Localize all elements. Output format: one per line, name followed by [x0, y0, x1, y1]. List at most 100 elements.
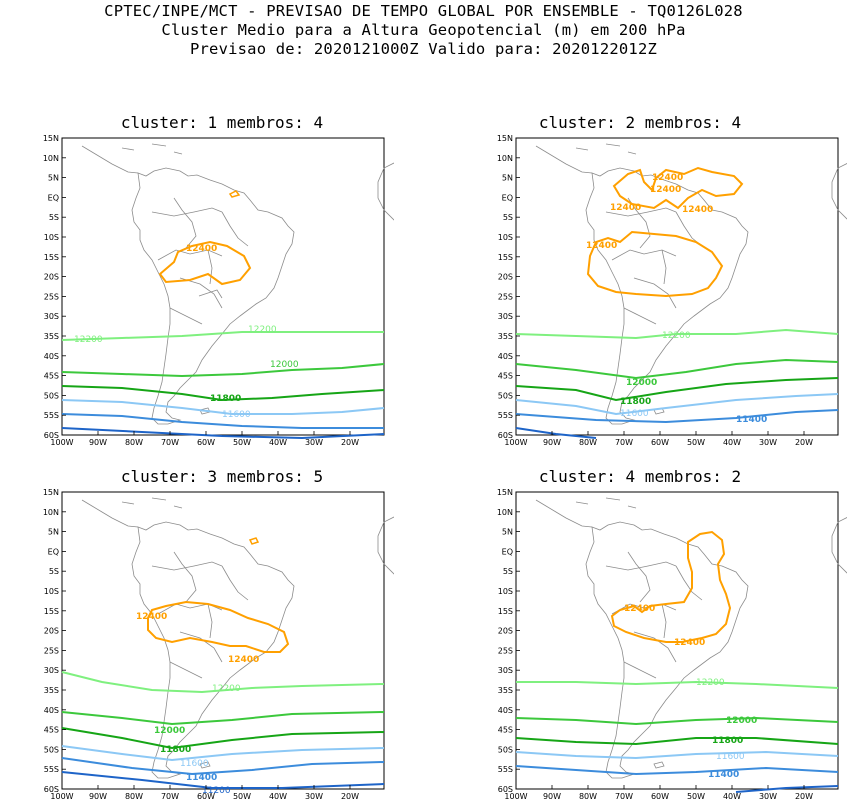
contour-12000: [515, 358, 839, 380]
lat-tick-label: 5N: [502, 174, 513, 183]
lat-axis: 15N 10N 5N EQ 5S 10S 15S 20S 25S 30S 35S 40S 45S 50S 5…: [497, 134, 520, 440]
lat-tick-label: 15N: [43, 134, 59, 143]
contour-11200: [61, 427, 385, 440]
contour-12200: [516, 680, 839, 689]
lon-tick-label: 70W: [615, 792, 633, 801]
label-11800: 11800: [160, 745, 191, 755]
lat-tick-label: 30S: [498, 312, 513, 321]
label-12000: 12000: [726, 716, 757, 726]
contour-12400: [158, 240, 252, 286]
lon-tick-label: 80W: [579, 438, 597, 447]
contour-11800: [515, 377, 839, 402]
label-11800: 11800: [620, 397, 651, 407]
label-12400-a: 12400: [652, 173, 683, 183]
header-line-3: Previsao de: 2020121000Z Valido para: 20…: [189, 40, 658, 58]
lat-tick-label: 20S: [44, 627, 59, 636]
lon-tick-label: 60W: [651, 438, 669, 447]
lon-tick-label: 60W: [197, 792, 215, 801]
panel-2-title: cluster: 2 membros: 4: [538, 113, 742, 132]
lat-axis: 15N 10N 5N EQ 5S 10S 15S 20S 25S 30S 35S 40S 45S 50S 5…: [497, 488, 520, 794]
lat-tick-label: 45S: [44, 726, 59, 735]
label-12400-a: 12400: [624, 604, 655, 614]
lat-tick-label: 45S: [44, 372, 59, 381]
lat-tick-label: 5S: [503, 213, 513, 222]
label-12000: 12000: [270, 360, 299, 370]
lat-tick-label: 10S: [44, 233, 59, 242]
lat-tick-label: 15N: [43, 488, 59, 497]
lat-tick-label: 35S: [44, 686, 59, 695]
panel-3-title: cluster: 3 membros: 5: [120, 467, 324, 486]
contour-11800: [61, 385, 385, 402]
contour-12200: [61, 331, 384, 341]
label-12400-e: 12400: [586, 241, 617, 251]
lat-tick-label: 25S: [44, 646, 59, 655]
contour-11200: [61, 771, 385, 789]
map-frame: [61, 137, 385, 436]
lat-tick-label: 50S: [44, 745, 59, 754]
label-12000: 12000: [626, 378, 657, 388]
label-12400-b: 12400: [228, 655, 259, 665]
lon-axis: 100W 90W 80W 70W 60W 50W 40W 30W 20W: [504, 431, 813, 447]
lat-tick-label: 55S: [44, 411, 59, 420]
lon-tick-label: 50W: [687, 438, 705, 447]
lat-tick-label: 5N: [48, 528, 59, 537]
contour-11400: [515, 765, 839, 776]
lon-tick-label: 50W: [233, 438, 251, 447]
lon-tick-label: 40W: [269, 438, 287, 447]
panel-4-map: 12400 12400 12200 12000 11800 11600 1140…: [497, 488, 847, 801]
lon-tick-label: 80W: [125, 792, 143, 801]
lat-tick-label: 10N: [43, 154, 59, 163]
lon-tick-label: 90W: [543, 438, 561, 447]
lon-tick-label: 80W: [579, 792, 597, 801]
lon-axis: 100W 90W 80W 70W 60W 50W 40W 30W 20W: [504, 785, 813, 801]
lat-tick-label: 55S: [498, 411, 513, 420]
map-frame: [515, 137, 839, 436]
lon-tick-label: 100W: [504, 438, 527, 447]
lon-axis: 100W 90W 80W 70W 60W 50W 40W 30W 20W: [50, 785, 359, 801]
label-11600: 11600: [620, 409, 649, 419]
lat-tick-label: 40S: [498, 352, 513, 361]
lon-tick-label: 90W: [543, 792, 561, 801]
label-11400: 11400: [708, 770, 739, 780]
label-12400-d: 12400: [682, 205, 713, 215]
contour-12400: [147, 600, 290, 653]
lat-tick-label: 5S: [49, 213, 59, 222]
lat-tick-label: 15N: [497, 134, 513, 143]
lat-tick-label: EQ: [48, 193, 59, 202]
label-12400-c: 12400: [610, 203, 641, 213]
label-11400: 11400: [186, 773, 217, 783]
label-11200: 11200: [202, 786, 231, 796]
contour-11400: [61, 757, 385, 776]
label-11600: 11600: [180, 759, 209, 769]
label-11400: 11400: [736, 415, 767, 425]
header-line-2: Cluster Medio para a Altura Geopotencial…: [161, 21, 686, 39]
label-11600: 11600: [716, 752, 745, 762]
contour-12400-north: [612, 166, 744, 210]
lon-tick-label: 30W: [305, 792, 323, 801]
lat-tick-label: 5S: [49, 567, 59, 576]
label-11800: 11800: [210, 394, 241, 404]
lon-tick-label: 40W: [723, 438, 741, 447]
contour-11600: [515, 750, 839, 760]
lat-tick-label: 15S: [44, 607, 59, 616]
lat-tick-label: 35S: [498, 332, 513, 341]
label-12200-b: 12200: [248, 325, 277, 335]
lat-axis: 15N 10N 5N EQ 5S 10S 15S 20S 25S 30S 35S 40S 45S 50S 5…: [43, 488, 66, 794]
lat-tick-label: 5N: [502, 528, 513, 537]
label-11600: 11600: [222, 410, 251, 420]
lat-tick-label: 60S: [44, 785, 59, 794]
contour-11400: [61, 413, 384, 429]
lat-tick-label: 30S: [44, 312, 59, 321]
lat-tick-label: 60S: [498, 785, 513, 794]
lat-tick-label: 30S: [498, 666, 513, 675]
lon-tick-label: 70W: [161, 792, 179, 801]
lon-axis: 100W 90W 80W 70W 60W 50W 40W 30W 20W: [50, 431, 359, 447]
lon-tick-label: 40W: [723, 792, 741, 801]
contour-11400: [515, 409, 839, 424]
lat-axis: 15N 10N 5N EQ 5S 10S 15S 20S 25S 30S 35S 40S 45S 50S 5…: [43, 134, 66, 440]
lat-tick-label: 20S: [498, 273, 513, 282]
contour-12000: [61, 363, 385, 378]
lat-tick-label: 10N: [43, 508, 59, 517]
panel-1-map: 12400 12200 12200 12000 11800 11600 15N1…: [43, 134, 394, 447]
contour-12200: [61, 671, 385, 694]
